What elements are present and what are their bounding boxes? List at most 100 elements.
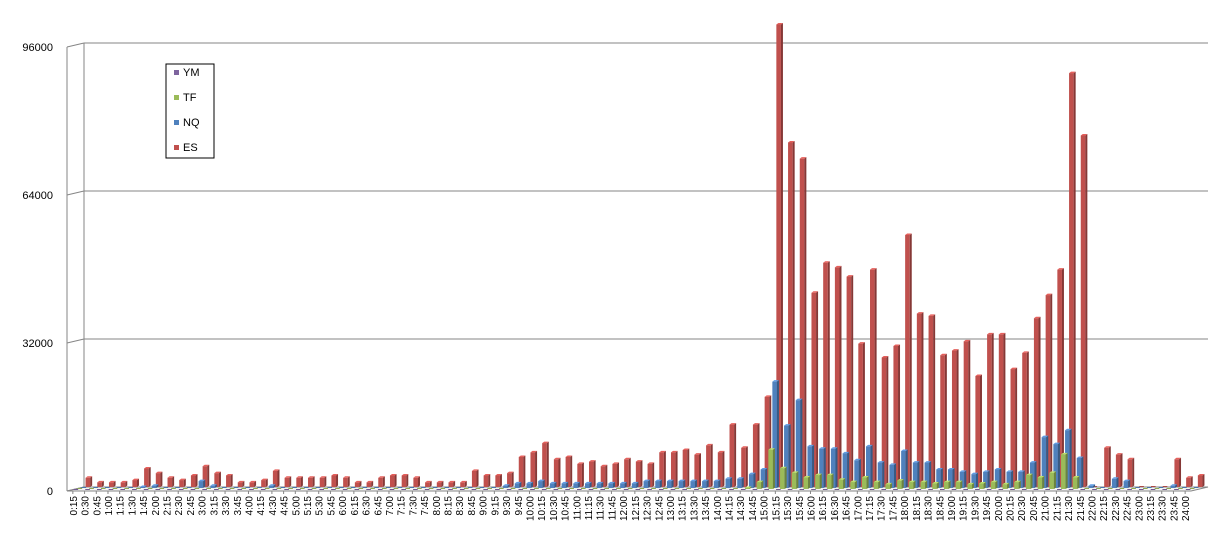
bar-nq	[959, 470, 967, 488]
bar-es	[799, 157, 807, 487]
x-tick-label: 5:15	[303, 496, 314, 516]
bar-ym	[705, 489, 711, 490]
bar-es	[717, 450, 725, 487]
x-tick-label: 19:45	[982, 496, 993, 521]
x-tick-label: 18:00	[900, 496, 911, 521]
bar-ym	[694, 489, 699, 490]
bar-ym	[1010, 489, 1015, 490]
bar-nq	[725, 477, 733, 488]
bar-ym	[1127, 489, 1132, 490]
bar-es	[1127, 457, 1135, 487]
bar-nq	[631, 481, 639, 488]
bar-es	[1151, 486, 1156, 487]
bar-nq	[186, 487, 192, 488]
bar-ym	[1080, 489, 1086, 490]
bar-es	[1174, 457, 1182, 487]
bar-nq	[327, 487, 333, 488]
bar-es	[448, 480, 456, 487]
bar-nq	[643, 479, 651, 488]
bar-ym	[518, 489, 524, 490]
x-tick-label: 23:00	[1134, 496, 1145, 521]
bar-es	[97, 480, 104, 487]
bar-nq	[1135, 487, 1140, 488]
bar-ym	[858, 489, 863, 490]
bar-nq	[901, 449, 908, 488]
bar-nq	[795, 398, 803, 488]
bar-ym	[1068, 489, 1074, 490]
bar-ym	[998, 489, 1004, 490]
bar-tf	[300, 488, 305, 489]
x-tick-label: 7:00	[385, 496, 396, 516]
bar-tf	[569, 488, 574, 489]
bar-ym	[73, 489, 79, 490]
bar-nq	[549, 481, 557, 488]
bar-ym	[202, 489, 207, 490]
bar-nq	[175, 487, 180, 488]
bar-es	[1010, 367, 1018, 487]
bar-es	[401, 473, 409, 487]
bar-tf	[1084, 488, 1090, 489]
bar-es	[132, 478, 139, 487]
bar-ym	[1021, 489, 1027, 490]
x-tick-label: 1:15	[116, 496, 127, 516]
x-tick-label: 5:00	[291, 496, 302, 516]
bar-es	[261, 478, 268, 487]
x-tick-label: 17:00	[853, 496, 864, 521]
bar-ym	[541, 489, 547, 490]
bar-ym	[600, 489, 606, 490]
bar-nq	[620, 481, 627, 488]
bar-nq	[81, 487, 87, 488]
bar-ym	[143, 489, 149, 490]
x-tick-label: 6:15	[350, 496, 361, 516]
bar-ym	[612, 489, 617, 490]
bar-es	[413, 476, 420, 487]
bar-es	[331, 473, 339, 487]
bar-nq	[1158, 487, 1164, 488]
bar-es	[635, 460, 643, 487]
bar-nq	[1147, 487, 1152, 488]
bar-nq	[245, 487, 251, 488]
bar-tf	[651, 488, 656, 489]
x-tick-label: 9:30	[502, 496, 513, 516]
x-tick-label: 20:15	[1006, 496, 1017, 521]
bar-es	[963, 339, 971, 487]
bar-ym	[928, 489, 933, 490]
bar-nq	[128, 487, 133, 488]
legend-swatch	[174, 145, 179, 150]
y-tick-label: 0	[47, 486, 53, 498]
legend-box	[165, 63, 215, 159]
bar-tf	[967, 482, 974, 489]
x-tick-label: 21:45	[1076, 496, 1087, 521]
bar-nq	[561, 481, 569, 488]
bar-tf	[908, 480, 916, 489]
x-tick-label: 3:15	[209, 496, 220, 516]
legend-swatch	[174, 70, 179, 75]
bar-ym	[167, 489, 172, 490]
bar-ym	[483, 489, 488, 490]
bar-nq	[1182, 487, 1187, 488]
bar-tf	[1119, 488, 1125, 489]
bar-es	[1139, 486, 1144, 487]
bar-tf	[721, 488, 727, 489]
bar-tf	[1037, 475, 1045, 489]
bar-tf	[674, 488, 680, 489]
bar-nq	[1123, 479, 1131, 488]
x-tick-label: 20:00	[994, 496, 1005, 521]
bar-ym	[506, 489, 512, 490]
bar-tf	[826, 473, 834, 489]
bar-nq	[1041, 435, 1049, 488]
bar-es	[436, 480, 444, 487]
bar-es	[987, 332, 994, 487]
bar-tf	[686, 488, 691, 489]
x-tick-label: 3:30	[221, 496, 232, 516]
bar-es	[682, 448, 690, 487]
bar-ym	[916, 489, 922, 490]
bar-tf	[1131, 488, 1136, 489]
bar-es	[1080, 134, 1088, 487]
x-tick-label: 15:00	[760, 496, 771, 521]
bar-es	[471, 469, 479, 487]
bar-ym	[307, 489, 313, 490]
bar-es	[881, 356, 889, 487]
bar-ym	[682, 489, 687, 490]
bar-es	[846, 275, 854, 487]
